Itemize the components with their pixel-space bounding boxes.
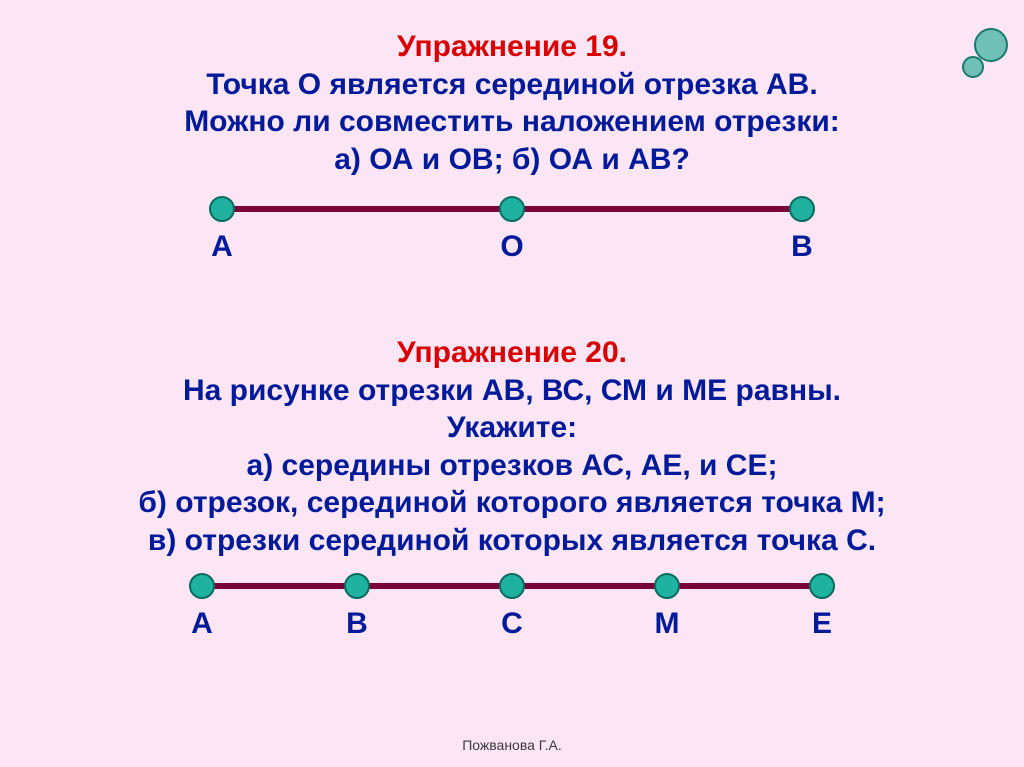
diagram-20: А В С М Е — [182, 573, 842, 643]
point-E2-label: Е — [812, 607, 832, 641]
point-A2-label: А — [191, 607, 213, 641]
exercise-19: Упражнение 19. Точка О является середино… — [0, 28, 1024, 266]
point-O-label: О — [500, 230, 523, 264]
point-B-label: В — [791, 230, 813, 264]
author-footer: Пожванова Г.А. — [462, 737, 562, 753]
point-A — [209, 196, 235, 222]
content-area: Упражнение 19. Точка О является середино… — [0, 0, 1024, 643]
exercise-19-title: Упражнение 19. — [0, 28, 1024, 66]
point-M2 — [654, 573, 680, 599]
exercise-20-line4: б) отрезок, серединой которого является … — [0, 484, 1024, 522]
point-O — [499, 196, 525, 222]
exercise-20-line3: а) середины отрезков АС, АЕ, и СЕ; — [0, 447, 1024, 485]
exercise-20-line2: Укажите: — [0, 409, 1024, 447]
point-C2-label: С — [501, 607, 523, 641]
point-B — [789, 196, 815, 222]
point-A2 — [189, 573, 215, 599]
exercise-19-line2: Можно ли совместить наложением отрезки: — [0, 103, 1024, 141]
point-A-label: А — [211, 230, 233, 264]
exercise-20-line1: На рисунке отрезки АВ, ВС, СМ и МЕ равны… — [0, 372, 1024, 410]
exercise-20-title: Упражнение 20. — [0, 334, 1024, 372]
point-E2 — [809, 573, 835, 599]
point-B2 — [344, 573, 370, 599]
circle-small-icon — [962, 56, 984, 78]
exercise-20: Упражнение 20. На рисунке отрезки АВ, ВС… — [0, 334, 1024, 643]
point-M2-label: М — [655, 607, 680, 641]
exercise-19-line1: Точка О является серединой отрезка АВ. — [0, 66, 1024, 104]
diagram-19: А О В — [202, 196, 822, 266]
point-B2-label: В — [346, 607, 368, 641]
point-C2 — [499, 573, 525, 599]
exercise-20-line5: в) отрезки серединой которых является то… — [0, 522, 1024, 560]
exercise-19-line3: а) ОА и ОВ; б) ОА и АВ? — [0, 141, 1024, 179]
